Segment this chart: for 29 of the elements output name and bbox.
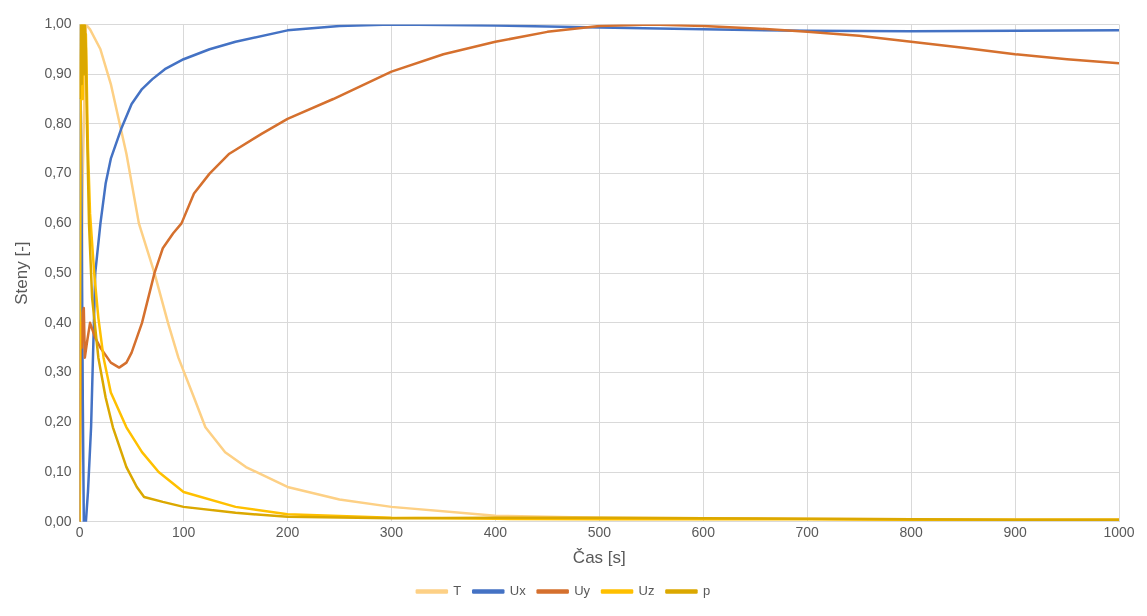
x-tick-label: 700 (795, 524, 820, 541)
x-tick-label: 0 (75, 524, 84, 541)
y-tick-label: 0,20 (44, 413, 72, 430)
x-tick-label: 400 (483, 524, 508, 541)
y-axis-title: Steny [-] (11, 241, 31, 305)
y-tick-label: 0,30 (44, 363, 72, 380)
x-axis-title: Čas [s] (572, 548, 626, 568)
x-tick-label: 600 (691, 524, 716, 541)
legend-label: T (453, 583, 462, 599)
x-tick-label: 100 (171, 524, 196, 541)
legend-label: Uy (574, 583, 591, 599)
y-tick-label: 0,10 (44, 462, 72, 479)
y-tick-label: 0,80 (44, 114, 72, 131)
x-tick-label: 500 (587, 524, 612, 541)
x-tick-label: 800 (899, 524, 924, 541)
x-tick-label: 900 (1003, 524, 1027, 541)
y-tick-label: 0,40 (44, 313, 72, 330)
legend-label: p (702, 583, 711, 599)
y-tick-label: 0,70 (44, 164, 72, 181)
x-tick-label: 200 (275, 524, 300, 541)
y-tick-label: 0,60 (44, 214, 72, 231)
legend-label: Uz (638, 583, 655, 599)
y-tick-label: 0,00 (44, 512, 72, 529)
y-tick-label: 1,00 (44, 15, 72, 32)
x-tick-label: 300 (379, 524, 404, 541)
y-tick-label: 0,90 (44, 65, 72, 81)
legend-label: Ux (509, 583, 527, 599)
x-tick-label: 1000 (1103, 524, 1135, 541)
y-tick-label: 0,50 (44, 263, 72, 280)
